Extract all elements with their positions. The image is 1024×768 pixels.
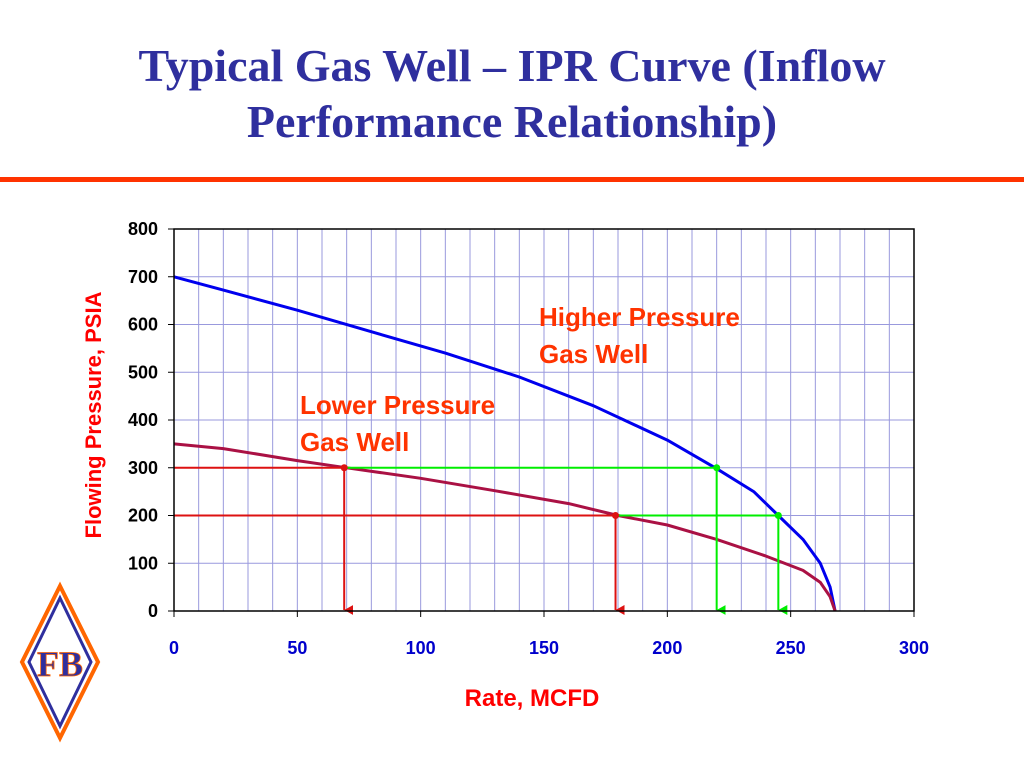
- x-tick-label: 0: [169, 638, 179, 658]
- series-line-higher-pressure: [173, 275, 837, 612]
- y-tick-label: 300: [128, 458, 158, 478]
- y-tick-label: 700: [128, 267, 158, 287]
- x-tick-label: 150: [529, 638, 559, 658]
- guide-point-red: [612, 512, 620, 519]
- y-tick-label: 100: [128, 553, 158, 573]
- logo-inner-diamond: [27, 594, 93, 730]
- x-tick-label: 200: [652, 638, 682, 658]
- guide-layer: [174, 464, 788, 615]
- slide-title: Typical Gas Well – IPR Curve (Inflow Per…: [0, 38, 1024, 150]
- slide-title-line-2: Performance Relationship): [246, 96, 778, 147]
- title-rule: [0, 177, 1024, 182]
- slide-title-line-1: Typical Gas Well – IPR Curve (Inflow: [138, 40, 886, 91]
- annotation-higher-line-2: Gas Well: [539, 339, 648, 369]
- annotation-lower-line-1: Lower Pressure: [300, 390, 495, 420]
- y-tick-label: 500: [128, 362, 158, 382]
- annotation-higher-line-1: Higher Pressure: [539, 302, 740, 332]
- guide-point-green: [774, 512, 782, 519]
- axis-layer: 0 50 100 150 200 250 300 0 100 200 300 400 500 600 700…: [128, 219, 929, 658]
- label-layer: Rate, MCFD Flowing Pressure, PSIA Higher P…: [81, 291, 740, 712]
- y-tick-label: 600: [128, 315, 158, 335]
- x-tick-label: 100: [406, 638, 436, 658]
- y-tick-label: 0: [148, 601, 158, 621]
- logo-text: FB: [37, 644, 83, 684]
- x-tick-label: 300: [899, 638, 929, 658]
- x-axis-label: Rate, MCFD: [465, 685, 600, 712]
- x-tick-label: 250: [776, 638, 806, 658]
- y-tick-label: 800: [128, 219, 158, 239]
- y-tick-label: 400: [128, 410, 158, 430]
- y-tick-label: 200: [128, 506, 158, 526]
- x-tick-label: 50: [287, 638, 307, 658]
- grid-layer: [174, 229, 914, 611]
- guide-point-red: [340, 464, 348, 472]
- y-axis-label: Flowing Pressure, PSIA: [81, 291, 106, 538]
- annotation-lower-line-2: Gas Well: [300, 427, 409, 457]
- guide-point-green: [713, 464, 721, 472]
